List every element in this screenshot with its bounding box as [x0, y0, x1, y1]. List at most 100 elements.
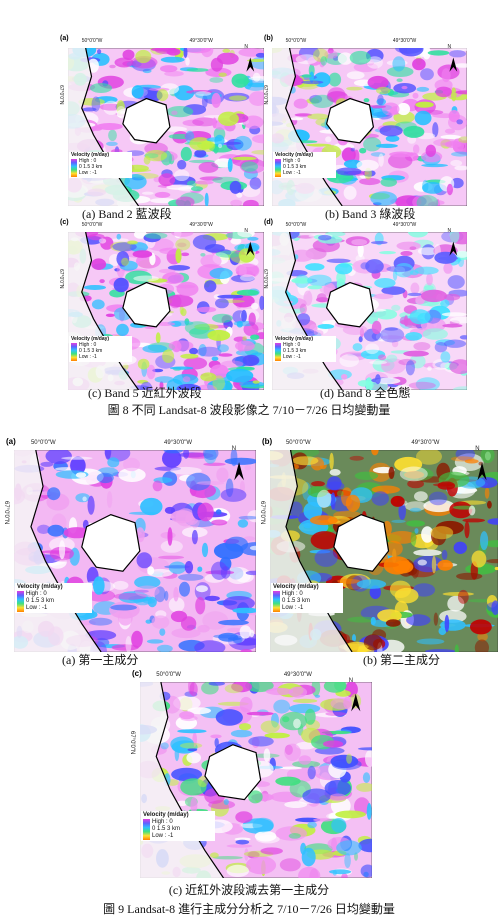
- texture-blob: [373, 293, 394, 300]
- texture-blob: [222, 48, 231, 53]
- texture-blob: [131, 85, 144, 99]
- texture-blob: [480, 531, 489, 551]
- texture-blob: [396, 78, 403, 82]
- texture-blob: [365, 750, 372, 767]
- texture-blob: [111, 644, 139, 651]
- texture-blob: [185, 57, 190, 66]
- texture-blob: [273, 699, 291, 714]
- texture-blob: [388, 466, 395, 479]
- texture-blob: [124, 174, 147, 190]
- texture-blob: [78, 98, 105, 106]
- texture-blob: [96, 123, 123, 130]
- texture-blob: [212, 117, 217, 129]
- texture-blob: [164, 70, 184, 77]
- texture-blob: [358, 336, 363, 343]
- texture-blob: [327, 476, 342, 491]
- texture-blob: [212, 856, 243, 860]
- texture-blob: [313, 329, 324, 336]
- coastline: [81, 48, 140, 206]
- texture-blob: [328, 72, 342, 87]
- texture-blob: [335, 263, 353, 275]
- texture-blob: [349, 455, 364, 461]
- texture-blob: [169, 366, 194, 370]
- texture-blob: [226, 844, 253, 848]
- texture-blob: [249, 545, 256, 551]
- texture-blob: [443, 339, 467, 348]
- texture-blob: [255, 52, 264, 58]
- texture-blob: [387, 531, 417, 544]
- texture-blob: [146, 364, 156, 380]
- texture-blob: [422, 179, 429, 193]
- texture-blob: [423, 499, 455, 513]
- texture-blob: [410, 531, 417, 547]
- texture-blob: [195, 585, 208, 593]
- texture-blob: [342, 324, 368, 335]
- texture-blob: [453, 63, 467, 68]
- texture-blob: [200, 48, 214, 58]
- texture-blob: [82, 107, 97, 112]
- panel-label: (a): [60, 35, 69, 42]
- texture-blob: [177, 242, 187, 248]
- texture-blob: [383, 540, 403, 557]
- texture-blob: [359, 177, 381, 186]
- texture-blob: [293, 718, 301, 729]
- texture-blob: [217, 344, 229, 353]
- texture-blob: [455, 450, 475, 461]
- texture-blob: [420, 289, 448, 303]
- lake: [333, 513, 390, 572]
- texture-blob: [487, 500, 492, 509]
- texture-blob: [234, 243, 259, 252]
- texture-blob: [122, 49, 135, 60]
- legend-low: Low : -1: [79, 353, 97, 360]
- texture-blob: [204, 244, 225, 253]
- north-label: N: [231, 446, 237, 452]
- texture-blob: [307, 765, 316, 780]
- legend-high: High : 0: [26, 591, 47, 598]
- legend-low: Low : -1: [283, 353, 301, 360]
- texture-blob: [462, 518, 485, 523]
- texture-blob: [309, 71, 314, 83]
- texture-blob: [249, 177, 262, 190]
- caption: (d) Band 8 全色態: [320, 386, 411, 400]
- texture-blob: [279, 711, 307, 731]
- texture-blob: [218, 143, 223, 149]
- legend-low: Low : -1: [26, 604, 48, 611]
- texture-blob: [184, 561, 194, 574]
- texture-blob: [264, 732, 290, 739]
- texture-blob: [455, 90, 467, 95]
- texture-blob: [239, 696, 253, 713]
- texture-blob: [247, 236, 259, 241]
- texture-blob: [422, 328, 448, 340]
- north-label: N: [244, 228, 249, 234]
- texture-blob: [177, 159, 187, 170]
- texture-blob: [113, 593, 147, 600]
- texture-blob: [443, 262, 453, 274]
- texture-blob: [211, 356, 219, 361]
- texture-blob: [347, 616, 377, 623]
- texture-blob: [292, 698, 318, 703]
- texture-blob: [403, 350, 429, 357]
- lon-label: 50°0'0"W: [81, 222, 103, 228]
- texture-blob: [147, 566, 155, 575]
- texture-blob: [330, 697, 352, 710]
- scale-bar: 0 1.5 3 km: [26, 598, 55, 605]
- texture-blob: [386, 265, 412, 273]
- texture-blob: [209, 77, 224, 83]
- texture-blob: [170, 510, 194, 524]
- texture-blob: [405, 332, 423, 341]
- texture-blob: [175, 284, 196, 289]
- color-ramp: [275, 343, 281, 361]
- texture-blob: [396, 241, 421, 251]
- texture-blob: [324, 50, 338, 59]
- texture-blob: [152, 480, 163, 492]
- north-arrow: [246, 57, 255, 72]
- texture-blob: [357, 747, 372, 751]
- texture-blob: [171, 232, 194, 237]
- texture-blob: [114, 268, 120, 272]
- texture-blob: [290, 117, 304, 121]
- texture-blob: [211, 519, 228, 526]
- texture-blob: [140, 497, 163, 516]
- texture-blob: [299, 303, 307, 315]
- texture-blob: [175, 196, 195, 206]
- texture-blob: [162, 450, 182, 468]
